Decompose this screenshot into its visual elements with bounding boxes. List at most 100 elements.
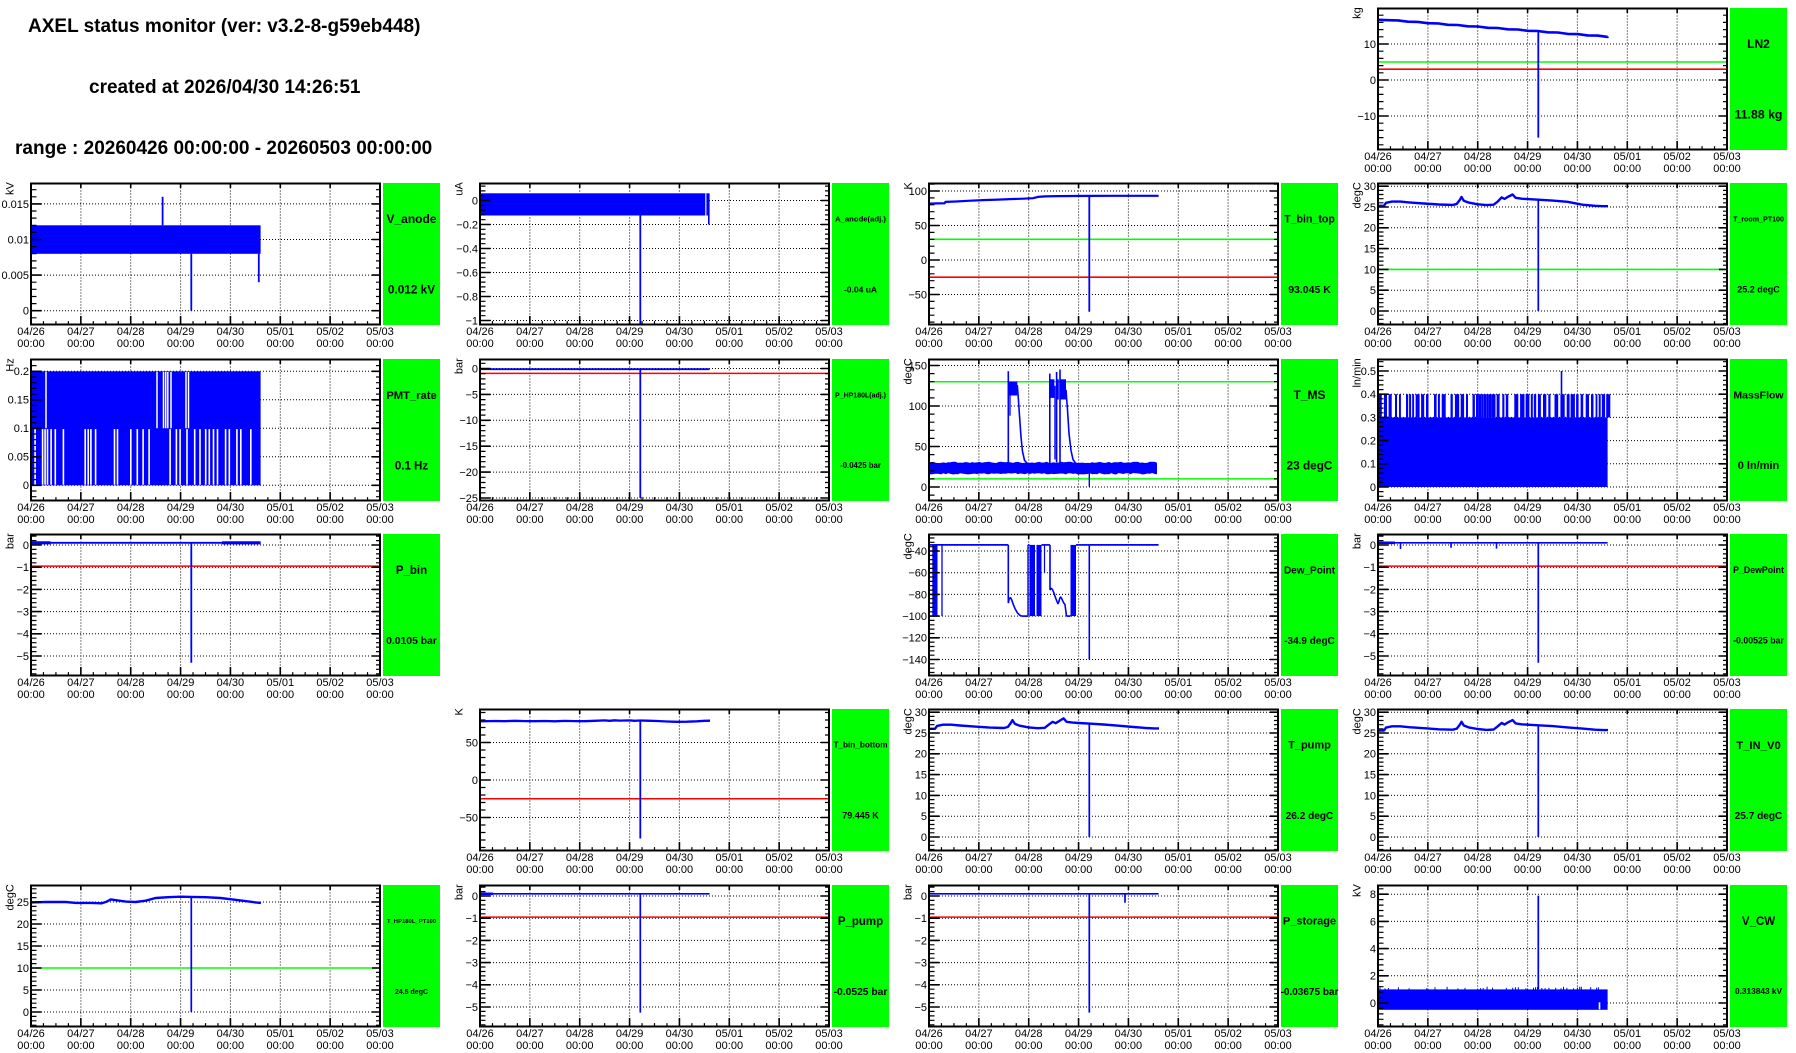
svg-text:05/01: 05/01 xyxy=(1165,502,1193,514)
svg-text:04/27: 04/27 xyxy=(1414,677,1442,689)
svg-text:05/01: 05/01 xyxy=(267,502,295,514)
svg-text:04/26: 04/26 xyxy=(17,502,45,514)
svg-text:−5: −5 xyxy=(16,651,29,663)
svg-text:05/03: 05/03 xyxy=(815,852,843,864)
svg-text:04/27: 04/27 xyxy=(516,326,544,338)
svg-text:00:00: 00:00 xyxy=(1214,864,1242,876)
svg-text:00:00: 00:00 xyxy=(316,689,344,701)
svg-text:00:00: 00:00 xyxy=(167,338,195,350)
svg-text:04/30: 04/30 xyxy=(217,1028,245,1040)
svg-text:−20: −20 xyxy=(459,467,478,479)
svg-text:00:00: 00:00 xyxy=(1364,864,1392,876)
svg-text:00:00: 00:00 xyxy=(1414,1040,1442,1052)
svg-text:00:00: 00:00 xyxy=(1165,689,1193,701)
svg-text:05/02: 05/02 xyxy=(1214,677,1242,689)
svg-text:0.1: 0.1 xyxy=(1361,459,1376,471)
svg-text:−3: −3 xyxy=(465,958,478,970)
svg-text:−80: −80 xyxy=(908,589,927,601)
svg-text:00:00: 00:00 xyxy=(1564,689,1592,701)
svg-text:05/03: 05/03 xyxy=(1713,502,1741,514)
svg-text:−50: −50 xyxy=(908,289,927,301)
svg-text:00:00: 00:00 xyxy=(1264,1040,1292,1052)
svg-text:25: 25 xyxy=(1364,728,1376,740)
svg-text:−0.2: −0.2 xyxy=(456,219,478,231)
svg-text:05/02: 05/02 xyxy=(1663,1028,1691,1040)
svg-text:−3: −3 xyxy=(1363,607,1376,619)
svg-text:04/28: 04/28 xyxy=(1464,151,1492,163)
svg-text:−15: −15 xyxy=(459,441,478,453)
svg-text:−2: −2 xyxy=(914,935,927,947)
svg-text:00:00: 00:00 xyxy=(1214,1040,1242,1052)
svg-text:04/28: 04/28 xyxy=(1464,502,1492,514)
svg-text:04/28: 04/28 xyxy=(1015,502,1043,514)
svg-text:05/03: 05/03 xyxy=(815,326,843,338)
svg-text:00:00: 00:00 xyxy=(217,1040,245,1052)
svg-text:00:00: 00:00 xyxy=(915,864,943,876)
svg-text:04/26: 04/26 xyxy=(915,852,943,864)
svg-text:00:00: 00:00 xyxy=(965,338,993,350)
svg-text:04/29: 04/29 xyxy=(167,502,195,514)
svg-text:15: 15 xyxy=(1364,244,1376,256)
svg-text:04/30: 04/30 xyxy=(1115,326,1143,338)
svg-text:00:00: 00:00 xyxy=(1663,1040,1691,1052)
svg-text:05/02: 05/02 xyxy=(316,677,344,689)
svg-text:0.005: 0.005 xyxy=(1,270,29,282)
svg-text:04/27: 04/27 xyxy=(965,326,993,338)
svg-text:25: 25 xyxy=(1364,202,1376,214)
svg-text:04/29: 04/29 xyxy=(616,1028,644,1040)
svg-text:bar: bar xyxy=(453,884,465,900)
svg-text:04/29: 04/29 xyxy=(167,1028,195,1040)
svg-text:00:00: 00:00 xyxy=(716,338,744,350)
svg-text:0.4: 0.4 xyxy=(1361,389,1376,401)
svg-text:10: 10 xyxy=(915,790,927,802)
svg-text:04/26: 04/26 xyxy=(1364,326,1392,338)
svg-text:00:00: 00:00 xyxy=(117,514,145,526)
svg-text:05/01: 05/01 xyxy=(1614,1028,1642,1040)
svg-text:05/02: 05/02 xyxy=(1663,852,1691,864)
svg-text:P_HP180L(adj.): P_HP180L(adj.) xyxy=(835,392,886,399)
svg-text:00:00: 00:00 xyxy=(1065,864,1093,876)
svg-text:04/29: 04/29 xyxy=(616,326,644,338)
svg-text:Dew_Point: Dew_Point xyxy=(1284,565,1336,576)
svg-text:-0.0525 bar: -0.0525 bar xyxy=(834,987,888,998)
svg-text:00:00: 00:00 xyxy=(1364,689,1392,701)
svg-text:A_anode(adj.): A_anode(adj.) xyxy=(835,215,886,224)
svg-text:04/27: 04/27 xyxy=(1414,326,1442,338)
svg-text:04/29: 04/29 xyxy=(616,852,644,864)
svg-text:00:00: 00:00 xyxy=(616,338,644,350)
svg-text:00:00: 00:00 xyxy=(716,1040,744,1052)
svg-text:8: 8 xyxy=(1370,889,1376,901)
svg-text:05/02: 05/02 xyxy=(1214,502,1242,514)
svg-text:00:00: 00:00 xyxy=(366,514,394,526)
svg-text:00:00: 00:00 xyxy=(1514,163,1542,175)
svg-text:T_bin_top: T_bin_top xyxy=(1284,214,1335,226)
svg-text:05/02: 05/02 xyxy=(765,852,793,864)
svg-text:04/30: 04/30 xyxy=(1115,677,1143,689)
svg-text:00:00: 00:00 xyxy=(1364,163,1392,175)
svg-text:0.015: 0.015 xyxy=(1,199,29,211)
svg-text:04/28: 04/28 xyxy=(1464,326,1492,338)
svg-text:04/29: 04/29 xyxy=(1065,326,1093,338)
svg-text:0: 0 xyxy=(23,540,29,552)
svg-text:0: 0 xyxy=(472,195,478,207)
svg-text:04/30: 04/30 xyxy=(1115,852,1143,864)
svg-text:04/28: 04/28 xyxy=(566,326,594,338)
svg-text:05/02: 05/02 xyxy=(765,326,793,338)
svg-text:degC: degC xyxy=(1351,708,1363,734)
svg-text:00:00: 00:00 xyxy=(1514,338,1542,350)
svg-text:−120: −120 xyxy=(902,633,927,645)
svg-text:0.1 Hz: 0.1 Hz xyxy=(395,460,428,472)
svg-text:50: 50 xyxy=(466,737,478,749)
svg-text:bar: bar xyxy=(902,884,914,900)
svg-text:-0.03675 bar: -0.03675 bar xyxy=(1281,987,1339,998)
svg-text:00:00: 00:00 xyxy=(167,1040,195,1052)
svg-text:T_HP180L_PT100: T_HP180L_PT100 xyxy=(387,919,437,925)
svg-text:−0.4: −0.4 xyxy=(456,243,478,255)
svg-text:−4: −4 xyxy=(465,980,478,992)
svg-text:0: 0 xyxy=(23,306,29,318)
svg-text:0: 0 xyxy=(921,482,927,494)
svg-text:degC: degC xyxy=(4,884,16,910)
svg-text:00:00: 00:00 xyxy=(965,1040,993,1052)
svg-text:00:00: 00:00 xyxy=(1614,338,1642,350)
svg-text:00:00: 00:00 xyxy=(366,689,394,701)
